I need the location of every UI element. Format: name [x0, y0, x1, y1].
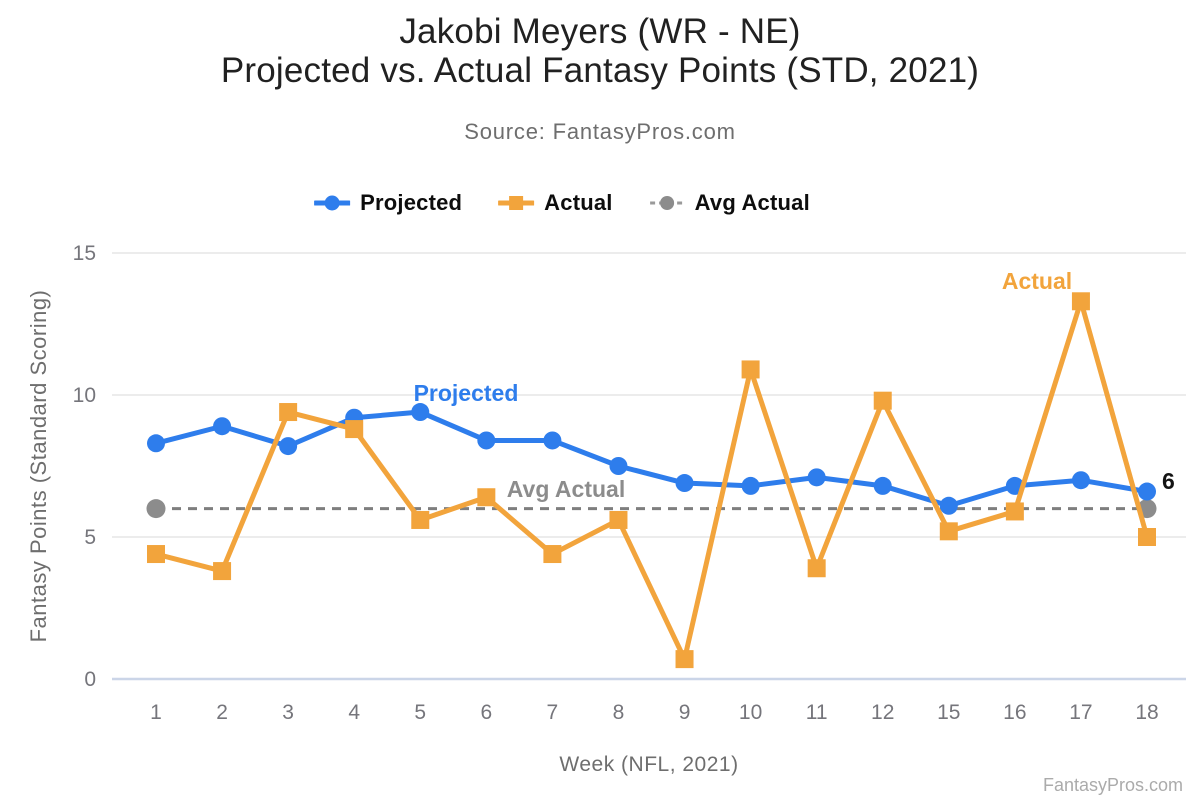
x-tick-label: 11 — [806, 701, 828, 724]
projected-point-week-17 — [1071, 471, 1090, 490]
avg-actual-series-label: Avg Actual — [507, 476, 625, 502]
projected-point-week-11 — [807, 468, 826, 487]
x-tick-label: 17 — [1069, 701, 1092, 724]
projected-point-week-7 — [543, 431, 562, 450]
y-tick-label: 15 — [73, 242, 96, 265]
y-tick-label: 10 — [73, 384, 96, 407]
x-tick-label: 10 — [739, 701, 762, 724]
x-tick-label: 12 — [871, 701, 894, 724]
legend-label-avg-actual: Avg Actual — [694, 190, 810, 215]
watermark: FantasyPros.com — [1043, 775, 1183, 795]
chart-title-line1: Jakobi Meyers (WR - NE) — [399, 12, 801, 51]
actual-point-week-16 — [1005, 502, 1024, 521]
x-tick-label: 16 — [1003, 701, 1026, 724]
x-tick-label: 15 — [937, 701, 960, 724]
y-axis-title: Fantasy Points (Standard Scoring) — [26, 290, 51, 643]
projected-point-week-6 — [477, 431, 496, 450]
y-tick-label: 5 — [84, 526, 96, 549]
projected-point-week-15 — [939, 496, 958, 515]
legend: Projected Actual Avg Actual — [314, 190, 810, 216]
projected-point-week-8 — [609, 457, 628, 475]
avg-actual-start-marker — [146, 499, 166, 519]
avg-actual-end-value: 6 — [1162, 468, 1175, 494]
x-tick-label: 1 — [150, 701, 162, 724]
projected-point-week-9 — [675, 474, 694, 493]
projected-series-label: Projected — [414, 380, 519, 406]
chart-title-line2: Projected vs. Actual Fantasy Points (STD… — [220, 51, 980, 90]
chart-title: Jakobi Meyers (WR - NE) Projected vs. Ac… — [0, 12, 1200, 90]
x-tick-label: 4 — [348, 701, 360, 724]
actual-point-week-6 — [477, 488, 496, 507]
actual-point-week-1 — [147, 545, 165, 564]
y-tick-label: 0 — [84, 668, 96, 691]
x-tick-label: 9 — [679, 701, 691, 724]
legend-item-projected: Projected — [314, 190, 462, 216]
projected-point-week-1 — [147, 434, 165, 453]
projected-line — [153, 409, 1150, 509]
x-tick-label: 5 — [414, 701, 426, 724]
projected-point-week-3 — [279, 437, 298, 456]
x-tick-label: 3 — [282, 701, 294, 724]
actual-point-week-11 — [807, 559, 826, 578]
projected-line-circle-marker-icon — [314, 195, 351, 211]
projected-point-week-2 — [213, 417, 232, 436]
projected-point-week-10 — [741, 476, 760, 495]
legend-label-actual: Actual — [544, 190, 613, 215]
avg-actual-dashed-circle-marker-icon — [649, 196, 684, 210]
actual-point-week-5 — [411, 510, 430, 529]
actual-point-week-4 — [345, 420, 364, 439]
actual-point-week-2 — [213, 562, 232, 581]
actual-line-square-marker-icon — [498, 196, 535, 210]
x-tick-label: 6 — [480, 701, 492, 724]
actual-point-week-17 — [1071, 292, 1090, 311]
chart-subtitle: Source: FantasyPros.com — [464, 119, 736, 144]
actual-point-week-12 — [873, 391, 892, 410]
legend-item-avg-actual: Avg Actual — [649, 190, 810, 216]
actual-point-week-8 — [609, 510, 628, 529]
legend-label-projected: Projected — [360, 190, 463, 215]
x-axis-title: Week (NFL, 2021) — [559, 753, 738, 776]
actual-point-week-7 — [543, 545, 562, 564]
actual-point-week-3 — [279, 403, 298, 422]
actual-point-week-15 — [939, 522, 958, 541]
x-tick-label: 2 — [216, 701, 228, 724]
x-tick-label: 8 — [613, 701, 625, 724]
actual-point-week-9 — [675, 650, 694, 669]
actual-point-week-18 — [1138, 528, 1156, 546]
actual-point-week-10 — [741, 360, 760, 379]
actual-line — [153, 298, 1150, 662]
projected-point-week-5 — [411, 403, 430, 422]
legend-item-actual: Actual — [498, 190, 612, 216]
actual-series-label: Actual — [1002, 268, 1072, 294]
x-tick-label: 7 — [547, 701, 559, 724]
projected-point-week-18 — [1138, 482, 1156, 501]
x-tick-label: 18 — [1135, 701, 1158, 724]
projected-point-week-12 — [873, 476, 892, 495]
